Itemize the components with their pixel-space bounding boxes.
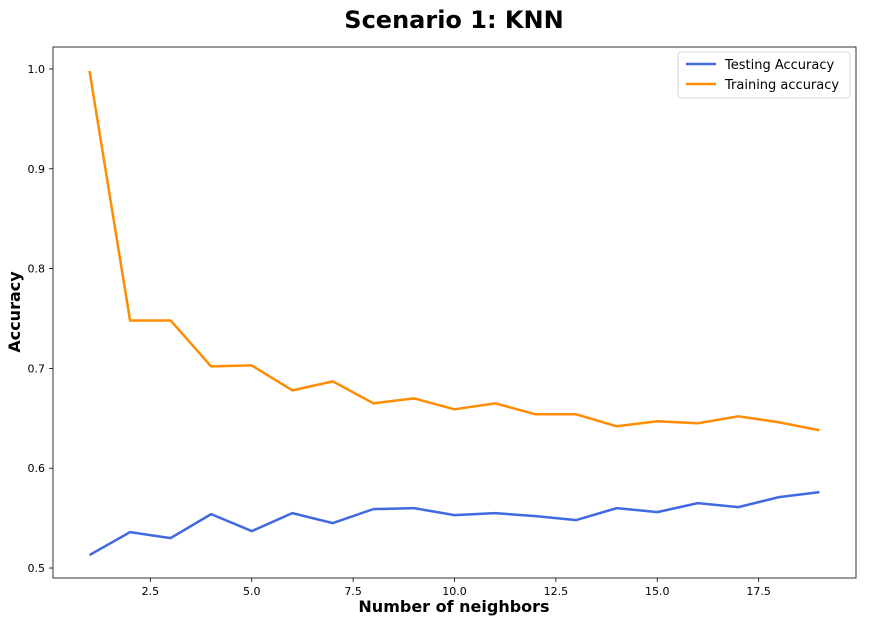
- data-point-training-accuracy: [372, 402, 374, 404]
- y-tick-label: 1.0: [28, 63, 46, 76]
- data-point-testing-accuracy: [494, 512, 496, 514]
- data-point-training-accuracy: [656, 420, 658, 422]
- data-point-training-accuracy: [89, 70, 91, 72]
- data-point-testing-accuracy: [819, 491, 821, 493]
- series-line-testing-accuracy: [88, 490, 820, 557]
- data-point-training-accuracy: [494, 402, 496, 404]
- x-tick-label: 2.5: [142, 585, 160, 598]
- data-point-testing-accuracy: [89, 554, 91, 556]
- y-axis-ticks: 0.5 0.6 0.7 0.8 0.9 1.0: [28, 63, 53, 575]
- x-tick-label: 10.0: [442, 585, 467, 598]
- data-point-testing-accuracy: [210, 513, 212, 515]
- data-point-testing-accuracy: [535, 515, 537, 517]
- data-point-testing-accuracy: [332, 522, 334, 524]
- data-point-testing-accuracy: [778, 496, 780, 498]
- legend-label-training-accuracy: Training accuracy: [724, 78, 839, 93]
- data-point-training-accuracy: [291, 389, 293, 391]
- y-axis-label: Accuracy: [5, 271, 24, 353]
- data-point-testing-accuracy: [697, 502, 699, 504]
- chart-title: Scenario 1: KNN: [344, 6, 563, 34]
- legend-label-testing-accuracy: Testing Accuracy: [724, 58, 834, 73]
- data-point-training-accuracy: [413, 397, 415, 399]
- data-point-testing-accuracy: [170, 537, 172, 539]
- data-point-training-accuracy: [332, 380, 334, 382]
- legend-box: [677, 51, 851, 99]
- data-point-training-accuracy: [697, 422, 699, 424]
- x-axis-label: Number of neighbors: [358, 597, 549, 616]
- data-point-testing-accuracy: [616, 507, 618, 509]
- data-point-testing-accuracy: [251, 530, 253, 532]
- data-point-testing-accuracy: [454, 514, 456, 516]
- data-point-testing-accuracy: [372, 508, 374, 510]
- series-layer: [88, 70, 821, 557]
- y-tick-label: 0.5: [28, 562, 46, 575]
- data-point-training-accuracy: [251, 364, 253, 366]
- x-tick-label: 7.5: [344, 585, 362, 598]
- y-tick-label: 0.8: [28, 263, 46, 276]
- x-tick-label: 5.0: [243, 585, 261, 598]
- data-point-testing-accuracy: [656, 511, 658, 513]
- x-tick-label: 15.0: [645, 585, 670, 598]
- legend: Testing Accuracy Training accuracy: [677, 51, 851, 99]
- y-tick-label: 0.9: [28, 163, 46, 176]
- data-point-training-accuracy: [454, 408, 456, 410]
- data-point-training-accuracy: [535, 413, 537, 415]
- data-point-testing-accuracy: [413, 507, 415, 509]
- data-point-testing-accuracy: [737, 506, 739, 508]
- data-point-training-accuracy: [210, 365, 212, 367]
- data-point-testing-accuracy: [575, 519, 577, 521]
- x-tick-label: 17.5: [746, 585, 771, 598]
- y-tick-label: 0.7: [28, 362, 46, 375]
- plot-area: [52, 46, 857, 579]
- data-point-training-accuracy: [737, 415, 739, 417]
- series-line-training-accuracy: [88, 70, 820, 432]
- data-point-training-accuracy: [616, 425, 618, 427]
- data-point-training-accuracy: [170, 319, 172, 321]
- x-tick-label: 12.5: [544, 585, 569, 598]
- data-point-training-accuracy: [819, 429, 821, 431]
- data-point-training-accuracy: [575, 413, 577, 415]
- data-point-training-accuracy: [129, 319, 131, 321]
- data-point-testing-accuracy: [291, 512, 293, 514]
- y-tick-label: 0.6: [28, 462, 46, 475]
- data-point-training-accuracy: [778, 421, 780, 423]
- x-axis-ticks: 2.5 5.0 7.5 10.0 12.5 15.0 17.5: [142, 578, 771, 598]
- data-point-testing-accuracy: [129, 531, 131, 533]
- plot-frame: [52, 46, 857, 579]
